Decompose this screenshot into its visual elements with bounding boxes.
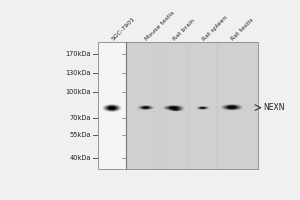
Ellipse shape: [107, 106, 116, 110]
Ellipse shape: [170, 107, 177, 109]
Ellipse shape: [170, 108, 182, 111]
Ellipse shape: [175, 109, 177, 110]
Ellipse shape: [200, 107, 206, 109]
Ellipse shape: [200, 107, 206, 109]
Ellipse shape: [165, 105, 182, 110]
Ellipse shape: [172, 107, 175, 108]
Ellipse shape: [172, 109, 179, 111]
Ellipse shape: [196, 106, 209, 110]
Bar: [126, 42, 258, 169]
Ellipse shape: [227, 106, 237, 109]
Text: 40kDa: 40kDa: [70, 155, 91, 161]
Ellipse shape: [168, 108, 184, 111]
Ellipse shape: [224, 105, 239, 110]
Ellipse shape: [169, 108, 183, 111]
Ellipse shape: [200, 107, 205, 109]
Ellipse shape: [223, 105, 241, 110]
Ellipse shape: [172, 109, 180, 111]
Ellipse shape: [220, 104, 243, 111]
Ellipse shape: [231, 107, 233, 108]
Ellipse shape: [109, 107, 115, 109]
Text: 170kDa: 170kDa: [65, 51, 91, 57]
Ellipse shape: [102, 104, 122, 112]
Ellipse shape: [162, 105, 185, 111]
Ellipse shape: [229, 107, 234, 108]
Ellipse shape: [201, 107, 204, 108]
Ellipse shape: [103, 104, 121, 112]
Ellipse shape: [138, 105, 154, 110]
Ellipse shape: [108, 106, 116, 110]
Ellipse shape: [168, 106, 179, 109]
Ellipse shape: [141, 106, 151, 109]
Ellipse shape: [144, 107, 148, 108]
Ellipse shape: [227, 106, 236, 109]
Ellipse shape: [174, 109, 178, 110]
Ellipse shape: [228, 106, 236, 108]
Ellipse shape: [106, 106, 117, 110]
Text: Rat brain: Rat brain: [172, 18, 196, 42]
Text: 70kDa: 70kDa: [70, 115, 91, 121]
Text: 55kDa: 55kDa: [70, 132, 91, 138]
Ellipse shape: [226, 105, 238, 109]
Text: SGC-7901: SGC-7901: [111, 16, 136, 42]
Ellipse shape: [143, 107, 149, 108]
Ellipse shape: [142, 106, 150, 109]
Ellipse shape: [105, 105, 119, 111]
Ellipse shape: [166, 106, 181, 110]
Ellipse shape: [104, 105, 120, 111]
Ellipse shape: [198, 107, 208, 109]
Text: Rat spleen: Rat spleen: [202, 15, 229, 42]
Ellipse shape: [140, 106, 152, 109]
Ellipse shape: [173, 109, 179, 110]
Ellipse shape: [137, 105, 154, 110]
Bar: [98, 42, 126, 169]
Ellipse shape: [139, 106, 153, 110]
Ellipse shape: [145, 107, 147, 108]
Ellipse shape: [169, 106, 178, 109]
Ellipse shape: [142, 106, 149, 109]
Text: Mouse testis: Mouse testis: [145, 10, 176, 42]
Text: 100kDa: 100kDa: [65, 89, 91, 95]
Ellipse shape: [222, 104, 242, 110]
Ellipse shape: [197, 106, 208, 110]
Text: 130kDa: 130kDa: [65, 70, 91, 76]
Text: NEXN: NEXN: [263, 103, 284, 112]
Ellipse shape: [110, 107, 114, 109]
Ellipse shape: [171, 107, 176, 108]
Bar: [98, 42, 126, 169]
Ellipse shape: [111, 108, 113, 109]
Ellipse shape: [163, 105, 184, 110]
Text: Rat testis: Rat testis: [231, 17, 255, 42]
Ellipse shape: [171, 108, 181, 111]
Ellipse shape: [167, 106, 180, 109]
Ellipse shape: [199, 107, 207, 109]
Bar: [126, 42, 258, 169]
